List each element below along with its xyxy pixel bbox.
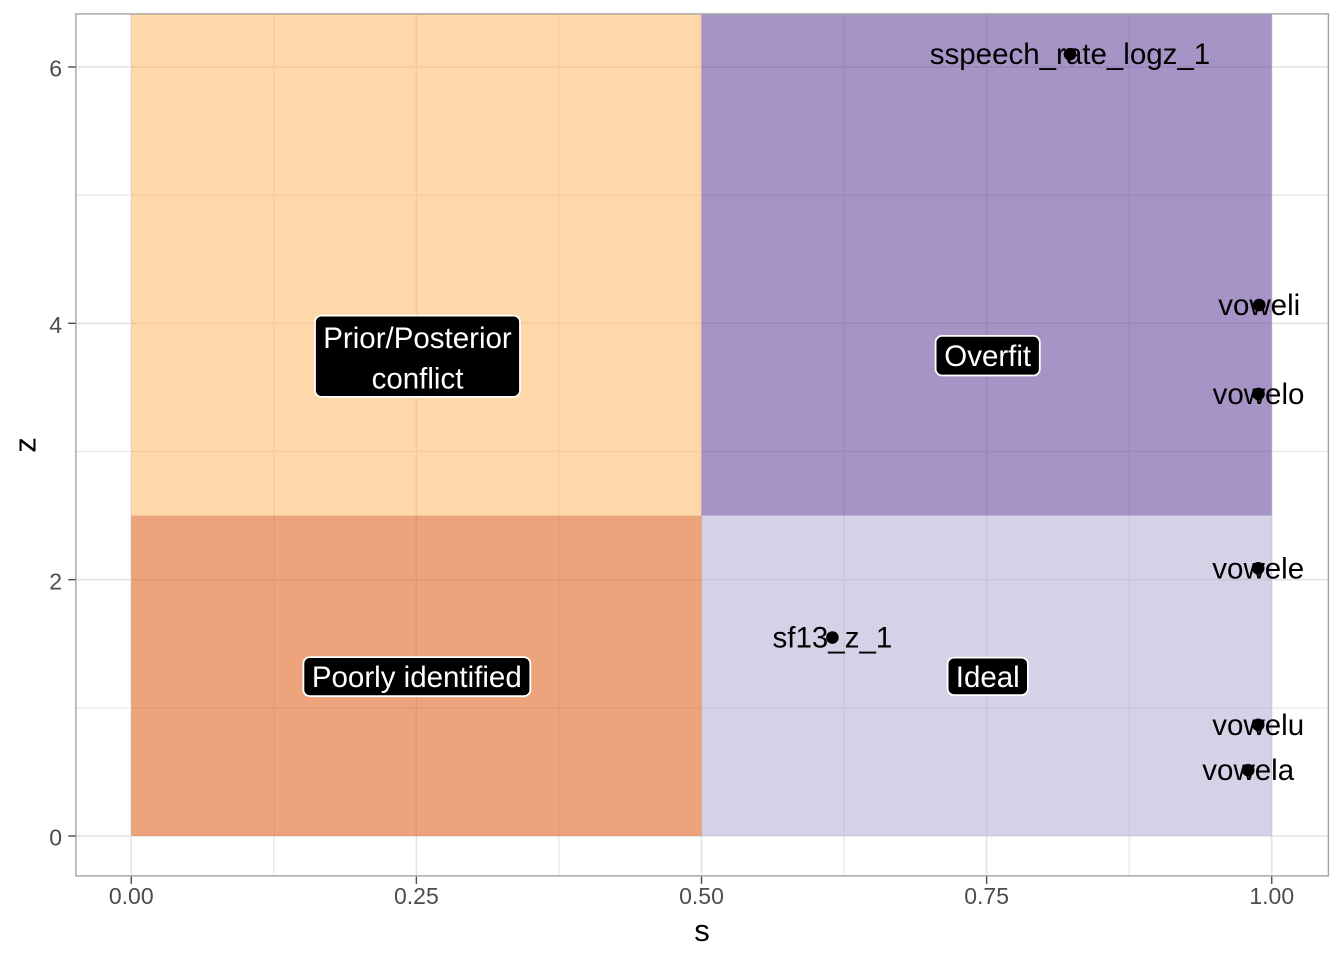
svg-text:Prior/Posterior: Prior/Posterior	[323, 322, 512, 355]
svg-text:1.00: 1.00	[1249, 883, 1294, 909]
svg-text:z: z	[8, 437, 43, 453]
svg-text:0.00: 0.00	[109, 883, 154, 909]
svg-text:Ideal: Ideal	[956, 661, 1020, 694]
svg-text:s: s	[694, 913, 710, 948]
svg-text:0.75: 0.75	[964, 883, 1009, 909]
svg-text:0.50: 0.50	[679, 883, 724, 909]
svg-text:0.25: 0.25	[394, 883, 439, 909]
svg-text:6: 6	[49, 56, 62, 82]
svg-text:0: 0	[49, 825, 62, 851]
svg-text:Poorly identified: Poorly identified	[312, 661, 522, 694]
svg-text:conflict: conflict	[372, 363, 464, 396]
svg-text:4: 4	[49, 312, 62, 338]
svg-text:Overfit: Overfit	[944, 340, 1031, 373]
svg-text:2: 2	[49, 568, 62, 594]
